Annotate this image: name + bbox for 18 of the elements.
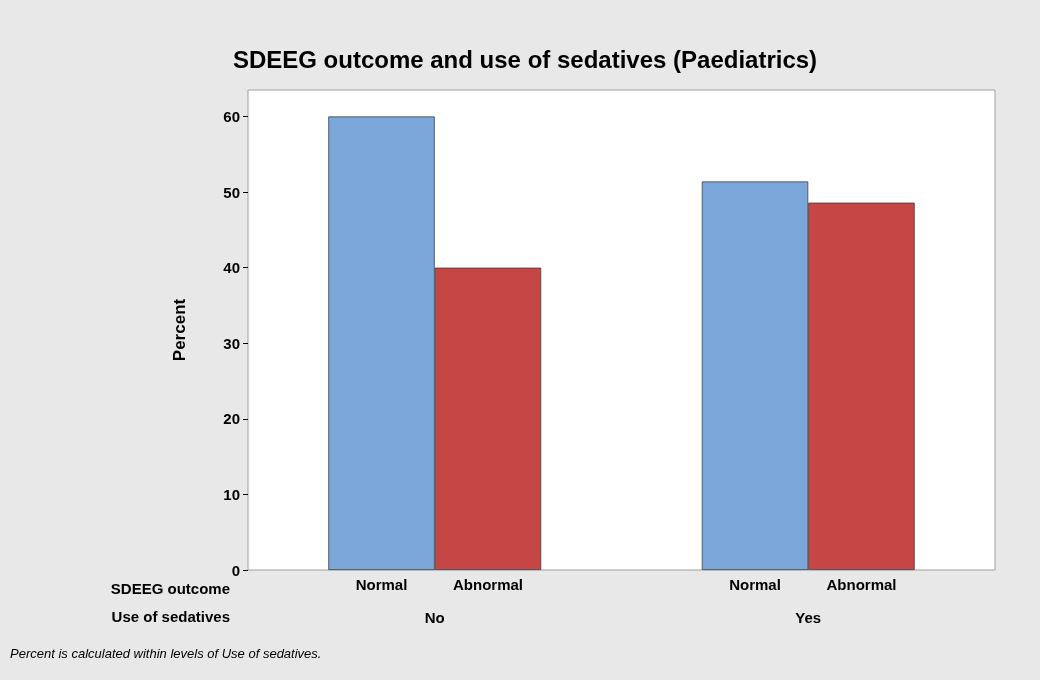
y-tick-label: 0 — [231, 561, 240, 579]
text: Abnormal — [826, 576, 897, 593]
y-tick-label: 60 — [223, 107, 240, 125]
y-tick-label: 40 — [223, 259, 240, 277]
text: Normal — [729, 576, 781, 593]
x-tick-label: Yes — [795, 609, 822, 626]
x-tick-label: No — [424, 609, 445, 626]
y-tick-label: 50 — [223, 183, 240, 201]
chart-title: SDEEG outcome and use of sedatives (Paediatrics) — [232, 45, 818, 73]
legend-title: SDEEG outcome — [110, 580, 230, 597]
y-tick-label: 20 — [223, 410, 240, 428]
series-label: Abnormal — [452, 576, 523, 593]
y-tick-label: 30 — [223, 334, 240, 352]
text: Percent is calculated within levels of Use of sedatives. — [10, 646, 322, 661]
x-axis-title: Use of sedatives — [111, 608, 230, 625]
series-label: Normal — [355, 576, 408, 593]
y-axis-title: Percent — [170, 298, 189, 362]
y-tick-label: 10 — [223, 485, 240, 503]
